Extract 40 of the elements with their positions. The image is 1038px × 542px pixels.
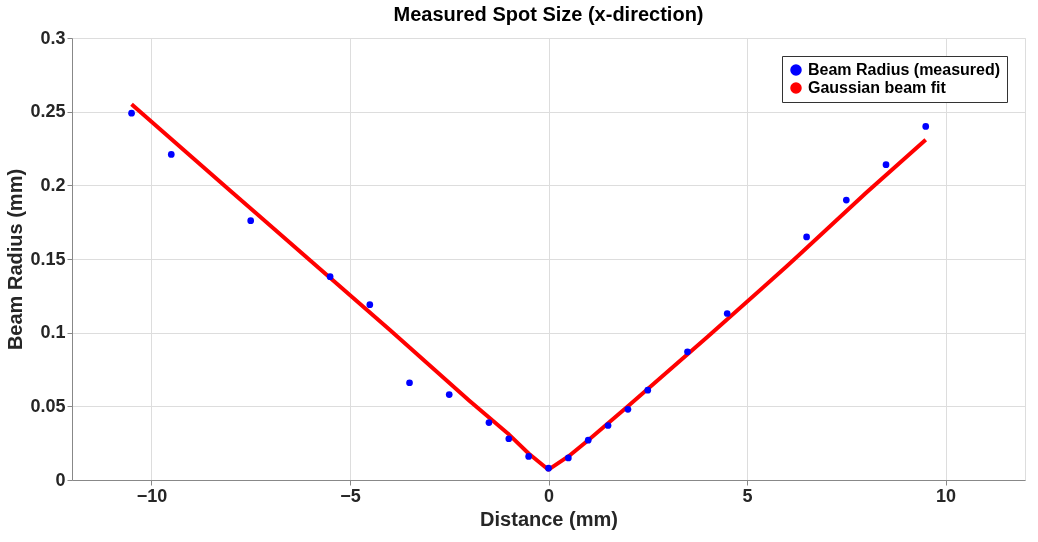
x-tick-label: −10 bbox=[136, 485, 168, 506]
y-tick-label: 0.05 bbox=[30, 395, 66, 416]
point bbox=[366, 301, 374, 309]
y-tick-label: 0.1 bbox=[40, 322, 66, 343]
point bbox=[505, 435, 513, 443]
y-tick-label: 0.3 bbox=[40, 27, 66, 48]
point bbox=[624, 405, 632, 413]
point bbox=[684, 348, 691, 356]
point bbox=[406, 379, 413, 387]
point bbox=[842, 196, 850, 204]
y-tick-label: 0 bbox=[55, 469, 66, 490]
x-tick-label: −5 bbox=[340, 485, 361, 506]
y-tick-label: 0.25 bbox=[30, 101, 66, 122]
y-tick-label: 0.15 bbox=[30, 248, 66, 269]
point bbox=[604, 422, 612, 429]
y-tick-label: 0.2 bbox=[40, 174, 66, 195]
point bbox=[565, 454, 572, 462]
point bbox=[167, 151, 175, 158]
legend-label: Gaussian beam fit bbox=[808, 79, 947, 96]
point bbox=[525, 453, 532, 460]
point bbox=[247, 217, 255, 225]
point bbox=[803, 233, 810, 241]
chart-title: Measured Spot Size (x-direction) bbox=[393, 3, 704, 25]
point bbox=[545, 464, 552, 472]
y-axis-title: Beam Radius (mm) bbox=[4, 168, 27, 351]
point bbox=[584, 436, 592, 444]
line-series bbox=[129, 102, 928, 472]
x-tick-label: 0 bbox=[543, 485, 555, 506]
point bbox=[723, 310, 731, 317]
point bbox=[128, 109, 135, 117]
point bbox=[445, 391, 453, 398]
x-tick-label: 10 bbox=[936, 485, 957, 506]
point bbox=[326, 273, 334, 281]
x-axis-title: Distance (mm) bbox=[480, 507, 618, 530]
point bbox=[922, 123, 930, 130]
point bbox=[644, 386, 652, 394]
x-tick-label: 5 bbox=[742, 485, 753, 506]
point bbox=[882, 161, 890, 169]
legend-label: Beam Radius (measured) bbox=[808, 61, 1001, 78]
point bbox=[485, 419, 493, 426]
